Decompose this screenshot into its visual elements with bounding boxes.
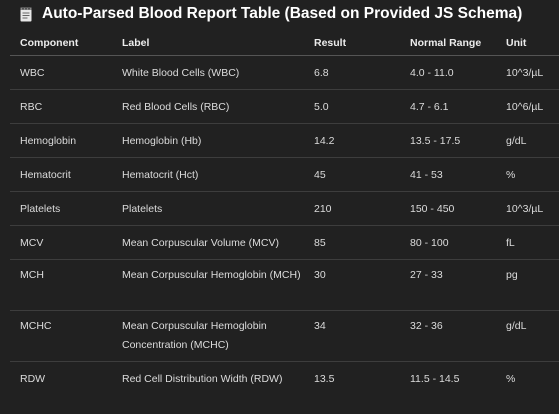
cell-unit: g/dL xyxy=(496,310,559,362)
table-row: Hemoglobin Hemoglobin (Hb) 14.2 13.5 - 1… xyxy=(10,123,559,158)
cell-component: Hemoglobin xyxy=(10,123,112,158)
cell-component: WBC xyxy=(10,55,112,90)
cell-normal-range: 4.7 - 6.1 xyxy=(400,89,496,124)
cell-label: Red Cell Distribution Width (RDW) xyxy=(122,373,283,385)
cell-unit: 10^3/µL xyxy=(496,191,559,226)
report-heading: Auto-Parsed Blood Report Table (Based on… xyxy=(20,3,522,25)
table-row: MCHC Mean Corpuscular Hemoglobin Concent… xyxy=(10,310,559,362)
cell-normal-range: 13.5 - 17.5 xyxy=(400,123,496,158)
table-header-row: Component Label Result Normal Range Unit xyxy=(10,30,559,56)
cell-unit: 10^3/µL xyxy=(496,55,559,90)
table-row: MCV Mean Corpuscular Volume (MCV) 85 80 … xyxy=(10,225,559,260)
report-heading-text: Auto-Parsed Blood Report Table (Based on… xyxy=(42,5,523,22)
table-row: MCH Mean Corpuscular Hemoglobin (MCH) 30… xyxy=(10,259,559,311)
cell-result: 6.8 xyxy=(304,55,400,90)
cell-unit: g/dL xyxy=(496,123,559,158)
cell-unit: % xyxy=(496,157,559,192)
cell-normal-range: 41 - 53 xyxy=(400,157,496,192)
cell-result: 45 xyxy=(304,157,400,192)
cell-label: Red Blood Cells (RBC) xyxy=(112,89,304,124)
table-row: RDW Red Cell Distribution Width (RDW) 13… xyxy=(10,362,559,396)
cell-label: Hemoglobin (Hb) xyxy=(112,123,304,158)
cell-component: RDW xyxy=(20,373,46,385)
cell-label: White Blood Cells (WBC) xyxy=(112,55,304,90)
cell-component: MCV xyxy=(10,225,112,260)
cell-normal-range: 27 - 33 xyxy=(400,259,496,311)
cell-unit: % xyxy=(506,373,516,385)
column-header-label: Label xyxy=(112,30,304,56)
memo-icon xyxy=(20,7,32,22)
table-row: RBC Red Blood Cells (RBC) 5.0 4.7 - 6.1 … xyxy=(10,89,559,124)
cell-normal-range: 150 - 450 xyxy=(400,191,496,226)
cell-result: 30 xyxy=(304,259,400,311)
cell-component: MCHC xyxy=(10,310,112,362)
cell-unit: 10^6/µL xyxy=(496,89,559,124)
cell-label: Platelets xyxy=(112,191,304,226)
table-row: WBC White Blood Cells (WBC) 6.8 4.0 - 11… xyxy=(10,55,559,90)
column-header-normal-range: Normal Range xyxy=(400,30,496,56)
cell-normal-range: 4.0 - 11.0 xyxy=(400,55,496,90)
cell-result: 14.2 xyxy=(304,123,400,158)
column-header-result: Result xyxy=(304,30,400,56)
table-row: Platelets Platelets 210 150 - 450 10^3/µ… xyxy=(10,191,559,226)
cell-label: Mean Corpuscular Hemoglobin Concentratio… xyxy=(112,310,304,362)
cell-result: 13.5 xyxy=(314,373,335,385)
cell-label: Mean Corpuscular Volume (MCV) xyxy=(112,225,304,260)
blood-report-table: Component Label Result Normal Range Unit… xyxy=(10,30,559,396)
cell-result: 34 xyxy=(304,310,400,362)
cell-component: RBC xyxy=(10,89,112,124)
cell-component: Hematocrit xyxy=(10,157,112,192)
cell-label: Mean Corpuscular Hemoglobin (MCH) xyxy=(112,259,304,311)
cell-result: 85 xyxy=(304,225,400,260)
column-header-unit: Unit xyxy=(496,30,559,56)
cell-result: 5.0 xyxy=(304,89,400,124)
cell-unit: pg xyxy=(496,259,559,311)
cell-unit: fL xyxy=(496,225,559,260)
cell-component: MCH xyxy=(10,259,112,311)
column-header-component: Component xyxy=(10,30,112,56)
cell-normal-range: 80 - 100 xyxy=(400,225,496,260)
cell-normal-range: 32 - 36 xyxy=(400,310,496,362)
cell-component: Platelets xyxy=(10,191,112,226)
cell-label: Hematocrit (Hct) xyxy=(112,157,304,192)
cell-normal-range: 11.5 - 14.5 xyxy=(410,373,460,385)
table-row: Hematocrit Hematocrit (Hct) 45 41 - 53 % xyxy=(10,157,559,192)
cell-result: 210 xyxy=(304,191,400,226)
